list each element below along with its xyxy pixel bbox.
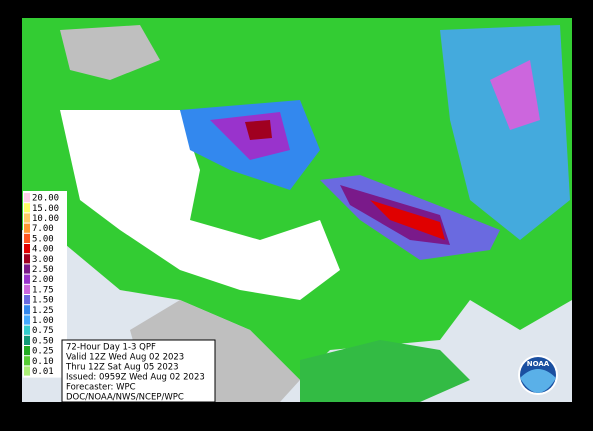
legend-label: 4.00 <box>32 245 54 255</box>
legend-label: 0.01 <box>32 367 54 377</box>
noaa-logo: NOAA <box>518 355 558 395</box>
legend-swatch <box>24 295 30 305</box>
legend-swatch <box>24 356 30 366</box>
legend-label: 1.00 <box>32 316 54 326</box>
legend-label: 2.00 <box>32 275 54 285</box>
legend-label: 0.25 <box>32 347 54 357</box>
info-line: Issued: 0959Z Wed Aug 02 2023 <box>66 373 205 383</box>
legend-label: 2.50 <box>32 265 54 275</box>
legend-swatch <box>24 203 30 213</box>
legend-swatch <box>24 284 30 294</box>
plains-red <box>245 120 272 140</box>
map <box>22 18 572 402</box>
legend-label: 10.00 <box>32 214 59 224</box>
legend-label: 20.00 <box>32 194 59 204</box>
legend-label: 0.75 <box>32 326 54 336</box>
legend-label: 0.10 <box>32 357 54 367</box>
info-line: DOC/NOAA/NWS/NCEP/WPC <box>66 393 184 403</box>
canada-dry <box>60 25 160 80</box>
northeast-violet <box>490 60 540 130</box>
legend-swatch <box>24 325 30 335</box>
land-precip <box>22 18 572 380</box>
legend-swatch <box>24 264 30 274</box>
legend-box <box>23 191 67 378</box>
legend: 20.0015.0010.007.005.004.003.002.502.001… <box>23 191 67 378</box>
southeast-red <box>370 200 445 240</box>
legend-swatch <box>24 346 30 356</box>
legend-label: 1.75 <box>32 285 54 295</box>
logo-text: NOAA <box>527 360 550 368</box>
legend-swatch <box>24 366 30 376</box>
info-line: Valid 12Z Wed Aug 02 2023 <box>66 353 184 363</box>
legend-label: 5.00 <box>32 234 54 244</box>
legend-label: 1.25 <box>32 306 54 316</box>
legend-label: 15.00 <box>32 204 59 214</box>
legend-swatch <box>24 335 30 345</box>
legend-label: 7.00 <box>32 224 54 234</box>
legend-label: 3.00 <box>32 255 54 265</box>
legend-swatch <box>24 244 30 254</box>
logo-wave <box>520 369 556 393</box>
legend-swatch <box>24 193 30 203</box>
info-box <box>61 339 216 403</box>
legend-swatch <box>24 223 30 233</box>
legend-swatch <box>24 315 30 325</box>
dry-west <box>60 110 340 300</box>
northeast-precip <box>440 25 570 240</box>
info-title: 72-Hour Day 1-3 QPF <box>66 343 156 353</box>
legend-label: 1.50 <box>32 296 54 306</box>
legend-swatch <box>24 305 30 315</box>
legend-swatch <box>24 274 30 284</box>
legend-label: 0.50 <box>32 336 54 346</box>
info-line: Forecaster: WPC <box>66 383 136 393</box>
info-line: Thru 12Z Sat Aug 05 2023 <box>65 363 179 373</box>
legend-swatch <box>24 233 30 243</box>
legend-swatch <box>24 254 30 264</box>
gulf-precip <box>300 340 470 402</box>
legend-swatch <box>24 213 30 223</box>
